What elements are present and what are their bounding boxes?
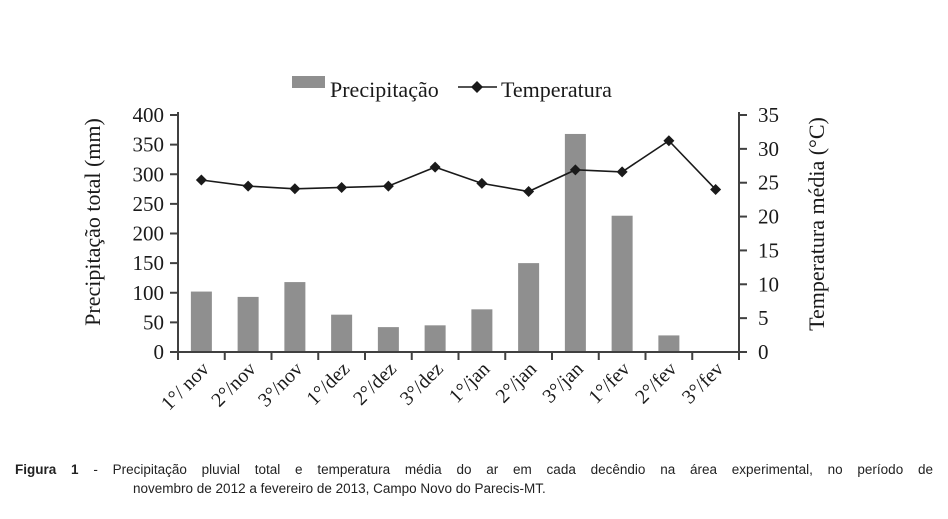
- x-tick-label: 3°/jan: [538, 358, 587, 407]
- temperature-marker: [616, 166, 628, 178]
- left-axis-tick-label: 100: [133, 281, 165, 305]
- legend-precipitation-label: Precipitação: [330, 77, 439, 102]
- x-tick-label: 2°/nov: [207, 358, 260, 411]
- figure-caption: Figura 1 - Precipitação pluvial total e …: [15, 461, 933, 499]
- left-axis-tick-label: 300: [133, 162, 165, 186]
- legend-temperature-label: Temperatura: [501, 77, 612, 102]
- legend-temperature-marker-icon: [471, 81, 483, 93]
- caption-label: Figura 1: [15, 462, 79, 477]
- temperature-marker: [476, 177, 488, 189]
- x-tick-label: 2°/jan: [492, 358, 541, 407]
- x-tick-label: 2°/dez: [349, 358, 401, 410]
- precipitation-bar: [190, 291, 212, 352]
- x-tick-label: 3°/dez: [396, 358, 448, 410]
- temperature-marker: [663, 135, 675, 147]
- x-tick-label: 1°/fev: [584, 358, 634, 408]
- x-tick-label: 1°/jan: [445, 358, 494, 407]
- precipitation-bar: [518, 263, 540, 352]
- temperature-marker: [289, 183, 301, 195]
- right-axis-tick-label: 0: [758, 340, 769, 364]
- precipitation-bar: [284, 282, 306, 352]
- right-axis-tick-label: 15: [758, 238, 779, 262]
- temperature-line: [201, 139, 717, 193]
- left-axis-tick-label: 0: [154, 340, 165, 364]
- right-axis-tick-label: 35: [758, 103, 779, 127]
- temperature-marker: [336, 181, 348, 193]
- x-tick-label: 1°/ nov: [157, 358, 214, 415]
- left-axis-tick-label: 50: [143, 310, 164, 334]
- precipitation-bar: [424, 325, 446, 352]
- precipitation-bar: [471, 309, 493, 352]
- x-tick-label: 2°/fev: [631, 358, 681, 408]
- precipitation-bar: [564, 133, 586, 352]
- temperature-marker: [523, 186, 535, 198]
- right-axis-tick-label: 20: [758, 205, 779, 229]
- precipitation-bar: [237, 296, 259, 352]
- right-axis-tick-label: 30: [758, 137, 779, 161]
- caption-text-1: - Precipitação pluvial total e temperatu…: [78, 462, 933, 477]
- left-axis-title: Precipitação total (mm): [80, 118, 105, 326]
- left-axis-tick-label: 150: [133, 251, 165, 275]
- temperature-marker: [710, 183, 722, 195]
- caption-line-1: Figura 1 - Precipitação pluvial total e …: [15, 461, 933, 480]
- right-axis-tick-label: 5: [758, 306, 769, 330]
- precipitation-temperature-combo-chart: 0 50 100 150 200 250 300 350 400 0 5 10 15 20 25 30 35 1°…: [80, 76, 829, 415]
- x-tick-label: 3°/nov: [254, 358, 307, 411]
- right-axis-tick-label: 25: [758, 171, 779, 195]
- temperature-marker: [569, 164, 581, 176]
- precipitation-bar: [331, 314, 353, 352]
- left-axis-tick-label: 350: [133, 133, 165, 157]
- precipitation-bar: [377, 327, 399, 352]
- precipitation-bar: [611, 215, 633, 352]
- precipitation-bar: [658, 335, 680, 352]
- right-axis-tick-label: 10: [758, 272, 779, 296]
- temperature-marker: [429, 161, 441, 173]
- left-axis-tick-label: 200: [133, 222, 165, 246]
- caption-text-2: novembro de 2012 a fevereiro de 2013, Ca…: [133, 480, 546, 496]
- left-axis-tick-label: 250: [133, 192, 165, 216]
- temperature-marker: [242, 180, 254, 192]
- x-tick-label: 1°/dez: [302, 358, 354, 410]
- temperature-marker: [382, 180, 394, 192]
- legend-precipitation-swatch: [292, 76, 325, 88]
- temperature-marker: [195, 174, 207, 186]
- right-axis-title: Temperatura média (°C): [804, 117, 829, 331]
- x-tick-label: 3°/fev: [678, 358, 728, 408]
- left-axis-tick-label: 400: [133, 103, 165, 127]
